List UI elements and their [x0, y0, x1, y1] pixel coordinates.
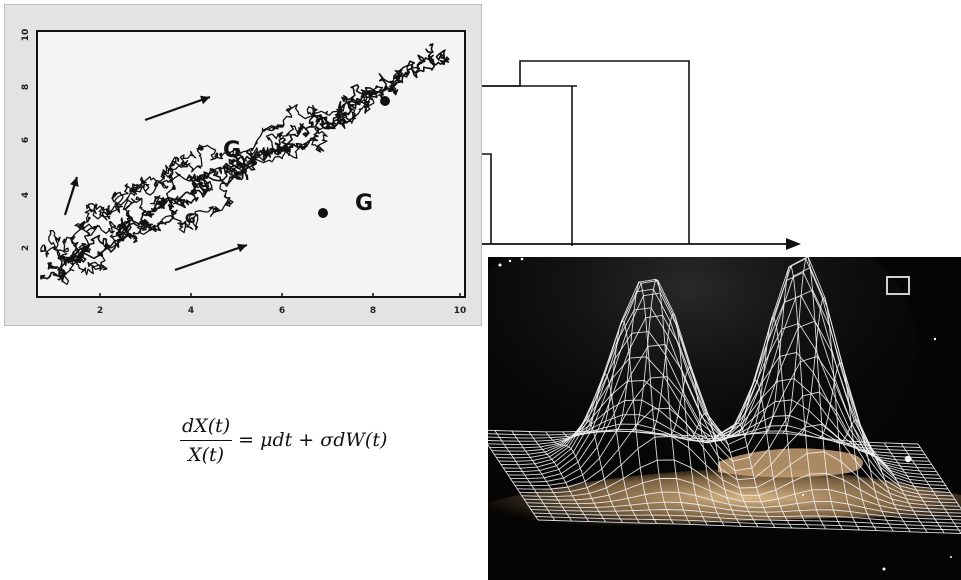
mesh-line — [533, 512, 961, 528]
y-tick-label: 10 — [21, 29, 31, 42]
right-arrow-icon — [786, 238, 801, 250]
wireframe-surface-image — [488, 257, 961, 580]
arrow-head-icon — [200, 95, 210, 105]
random-walk-paths — [40, 43, 450, 286]
x-tick-label: 4 — [188, 306, 194, 316]
arrow-head-icon — [69, 177, 79, 187]
mesh-line — [535, 516, 961, 531]
wireframe-mesh — [488, 257, 961, 534]
x-axis-ticks: 2 4 6 8 10 — [97, 293, 466, 316]
annotation-marks: G G G — [185, 96, 390, 227]
square-outline-icon — [886, 276, 910, 295]
walk-blob — [380, 96, 390, 106]
mesh-line — [519, 436, 960, 507]
formula-rhs: = μdt + σdW(t) — [238, 429, 388, 451]
y-tick-label: 4 — [21, 192, 31, 198]
walk-blob — [318, 208, 328, 218]
y-tick-label: 6 — [21, 137, 31, 143]
mesh-line — [507, 289, 949, 490]
mesh-line — [514, 376, 955, 500]
formula-numerator: dX(t) — [180, 415, 233, 441]
mesh-line — [505, 266, 946, 486]
random-walk-chart: G G G 2 4 6 8 10 10 8 6 4 2 — [4, 4, 482, 326]
mesh-line — [526, 491, 961, 517]
mesh-line — [498, 271, 939, 476]
mesh-line — [531, 509, 961, 524]
trend-arrows — [63, 95, 248, 272]
star-dots — [498, 257, 952, 571]
hand-shape — [488, 468, 961, 527]
mesh-line — [528, 501, 961, 521]
mesh-line — [488, 425, 923, 452]
trend-arrow — [174, 243, 248, 272]
x-tick-label: 10 — [454, 306, 467, 316]
mesh-line — [524, 477, 961, 514]
annotation-mark: G — [185, 212, 196, 227]
mesh-line — [510, 314, 951, 493]
x-tick-label: 8 — [370, 306, 376, 316]
mesh-line — [512, 344, 953, 497]
formula-denominator: X(t) — [188, 443, 225, 466]
walk-path — [57, 93, 375, 286]
formula-fraction: dX(t) X(t) — [180, 415, 233, 466]
x-tick-label: 2 — [97, 306, 103, 316]
tree-branch-outer — [482, 60, 690, 244]
mesh-line — [521, 459, 961, 511]
mesh-line — [517, 407, 958, 504]
mesh-line — [488, 399, 928, 459]
mesh-line — [491, 351, 932, 466]
walk-path — [40, 150, 197, 258]
arrow-head-icon — [237, 243, 247, 253]
y-tick-label: 2 — [21, 245, 31, 251]
y-axis-ticks: 10 8 6 4 2 — [21, 29, 31, 251]
background-figure — [488, 257, 918, 497]
walk-path — [56, 122, 304, 261]
annotation-mark: G — [223, 138, 241, 163]
annotation-mark: G — [355, 191, 373, 216]
tree-branch-inner — [482, 153, 492, 244]
mesh-line — [537, 519, 961, 534]
y-tick-label: 8 — [21, 84, 31, 90]
x-tick-label: 6 — [279, 306, 285, 316]
mesh-line — [494, 322, 935, 469]
sde-formula: dX(t) X(t) = μdt + σdW(t) — [180, 395, 387, 485]
trend-arrow — [144, 95, 211, 122]
mesh-line — [488, 429, 919, 445]
